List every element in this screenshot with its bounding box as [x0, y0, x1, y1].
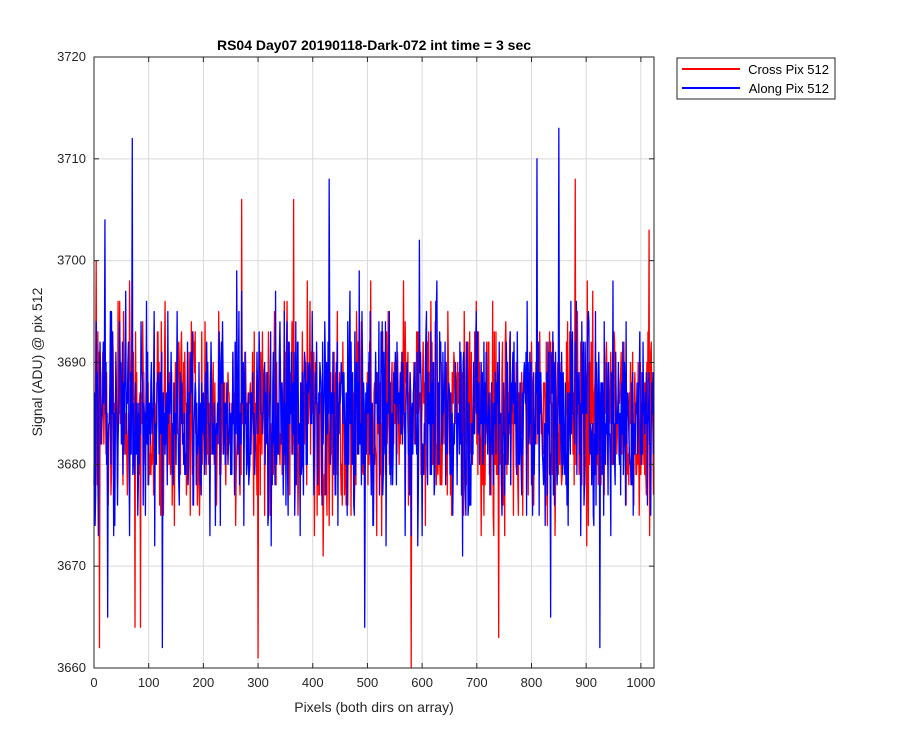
y-tick-label: 3670: [57, 558, 86, 573]
legend-box: [676, 57, 836, 100]
series-layer: [93, 127, 655, 669]
chart-title: RS04 Day07 20190118-Dark-072 int time = …: [217, 37, 531, 53]
legend-label-cross: Cross Pix 512: [748, 62, 829, 77]
series-line-1: [93, 127, 655, 649]
x-tick-label: 900: [575, 675, 597, 690]
y-tick-label: 3720: [57, 49, 86, 64]
x-axis-label: Pixels (both dirs on array): [294, 699, 454, 715]
ticks: 0 100 200 300 400 500 600 700 800 900 1000 3660 3670…: [57, 49, 655, 690]
x-tick-label: 500: [357, 675, 379, 690]
x-tick-label: 700: [466, 675, 488, 690]
legend[interactable]: Cross Pix 512 Along Pix 512: [676, 57, 836, 100]
y-tick-label: 3660: [57, 660, 86, 675]
x-tick-label: 400: [302, 675, 324, 690]
y-axis-label: Signal (ADU) @ pix 512: [29, 287, 45, 436]
x-tick-label: 800: [521, 675, 543, 690]
x-tick-label: 600: [411, 675, 433, 690]
y-tick-label: 3710: [57, 151, 86, 166]
y-tick-label: 3680: [57, 456, 86, 471]
x-tick-label: 1000: [626, 675, 655, 690]
y-tick-label: 3690: [57, 355, 86, 370]
x-tick-label: 300: [247, 675, 269, 690]
x-tick-label: 200: [193, 675, 215, 690]
x-tick-label: 100: [138, 675, 160, 690]
x-tick-label: 0: [90, 675, 97, 690]
legend-label-along: Along Pix 512: [749, 81, 829, 96]
y-tick-label: 3700: [57, 253, 86, 268]
